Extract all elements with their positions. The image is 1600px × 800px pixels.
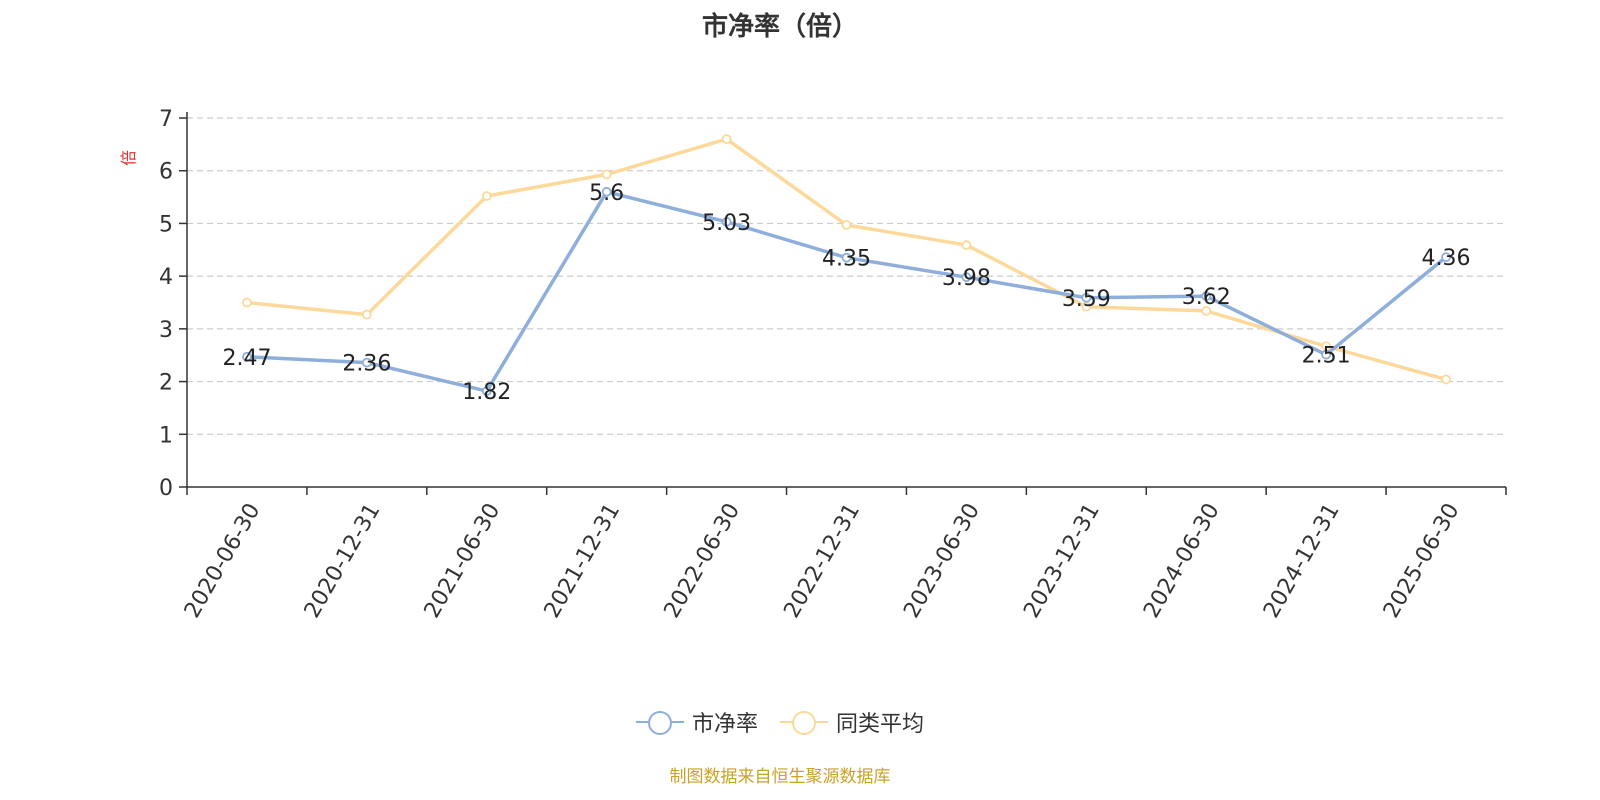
data-label: 3.98 (942, 266, 991, 291)
data-point-series-1 (1441, 252, 1451, 263)
data-point-series-2 (1081, 301, 1092, 312)
data-label: 4.35 (822, 247, 871, 272)
data-point-series-1 (841, 252, 852, 263)
data-point-series-1 (961, 272, 972, 283)
x-tick-label: 2022-12-31 (779, 499, 865, 622)
x-tick-label: 2021-06-30 (420, 499, 506, 622)
legend-label-series-1: 市净率 (691, 712, 758, 737)
data-point-series-2 (481, 191, 492, 201)
y-tick-label: 2 (159, 371, 173, 396)
data-label: 2.51 (1302, 344, 1351, 369)
x-tick-label: 2024-06-30 (1139, 499, 1225, 622)
data-point-series-2 (242, 297, 252, 308)
y-tick-label: 5 (159, 212, 173, 237)
y-tick-label: 7 (159, 107, 173, 132)
legend: 市净率 同类平均 (0, 706, 1560, 738)
data-point-series-2 (361, 309, 372, 320)
data-point-series-1 (242, 351, 252, 362)
legend-marker-series-1 (635, 710, 684, 735)
data-point-series-1 (361, 357, 372, 368)
x-tick-label: 2023-12-31 (1019, 499, 1105, 622)
x-tick-label: 2024-12-31 (1259, 499, 1345, 622)
data-point-series-1 (1201, 291, 1212, 302)
y-axis-label: 倍 (119, 150, 138, 166)
data-label: 2.36 (342, 352, 391, 377)
legend-marker-series-2 (780, 710, 828, 735)
x-tick-label: 2020-12-31 (300, 499, 386, 622)
data-label: 1.82 (462, 380, 511, 405)
data-point-series-1 (481, 386, 492, 396)
x-tick-label: 2021-12-31 (540, 499, 626, 622)
x-tick-label: 2025-06-30 (1379, 499, 1465, 622)
data-point-series-2 (961, 240, 972, 250)
chart-title: 市净率（倍） (701, 12, 858, 42)
source-note: 制图数据来自恒生聚源数据库 (669, 767, 891, 787)
data-label: 2.47 (222, 346, 271, 371)
y-tick-label: 4 (159, 265, 173, 290)
data-point-series-1 (721, 216, 732, 227)
data-label: 4.36 (1422, 246, 1471, 271)
data-point-series-2 (1201, 306, 1212, 316)
x-tick-label: 2020-06-30 (180, 499, 266, 622)
x-tick-label: 2023-06-30 (899, 499, 985, 622)
data-label: 5.6 (589, 181, 624, 206)
legend-item-series-1[interactable]: 市净率 (635, 706, 758, 738)
data-point-series-2 (841, 220, 852, 230)
data-point-series-2 (1441, 374, 1451, 385)
y-tick-label: 6 (159, 160, 173, 185)
data-point-series-1 (1081, 292, 1092, 303)
y-tick-label: 3 (159, 318, 173, 343)
legend-item-series-2[interactable]: 同类平均 (780, 706, 924, 738)
data-label: 5.03 (702, 211, 751, 236)
data-point-series-2 (721, 134, 732, 144)
x-tick-label: 2022-06-30 (660, 499, 746, 622)
y-tick-label: 1 (159, 423, 173, 448)
data-label: 3.59 (1062, 287, 1111, 312)
data-point-series-1 (601, 186, 612, 197)
y-tick-label: 0 (159, 476, 173, 501)
data-label: 3.62 (1182, 285, 1231, 310)
data-point-series-2 (601, 169, 612, 180)
legend-label-series-2: 同类平均 (836, 712, 925, 737)
data-point-series-1 (1321, 349, 1332, 360)
